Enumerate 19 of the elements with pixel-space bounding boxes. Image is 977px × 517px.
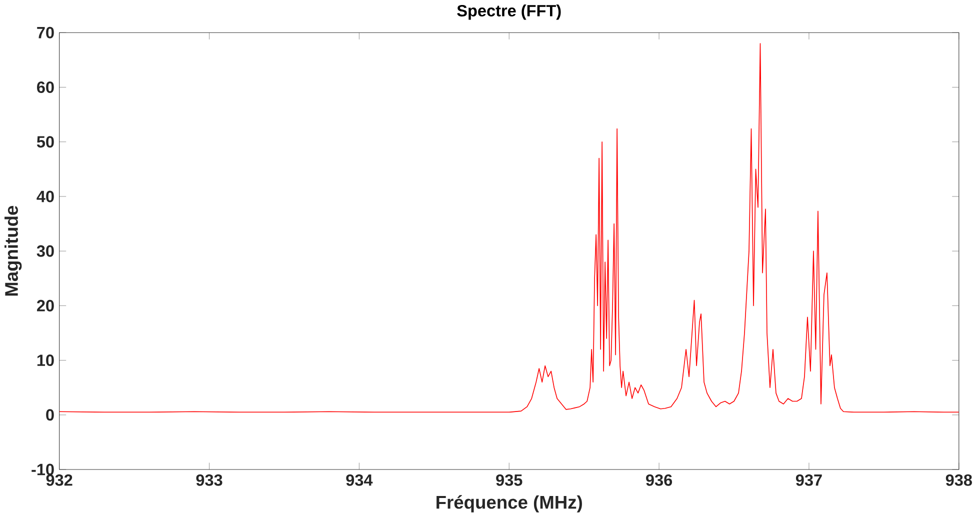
y-tick-label: 40 — [36, 190, 54, 202]
y-tick-label: 10 — [37, 354, 54, 366]
y-tick-label: 30 — [36, 245, 54, 257]
y-tick-label: 50 — [36, 136, 54, 148]
x-tick-label: 935 — [496, 474, 522, 486]
y-tick-label: 70 — [37, 26, 54, 38]
chart-title: Spectre (FFT) — [457, 4, 561, 20]
x-tick-label: 936 — [646, 474, 672, 486]
x-axis-title: Fréquence (MHz) — [436, 495, 582, 512]
x-tick-label: 937 — [796, 474, 822, 486]
x-tick-label: 934 — [346, 474, 373, 486]
x-tick-label: 938 — [946, 474, 972, 486]
y-tick-label: 0 — [46, 409, 54, 421]
x-tick-label: 933 — [196, 474, 222, 486]
y-tick-label: 60 — [37, 82, 54, 94]
y-tick-label: 20 — [36, 300, 54, 312]
y-tick-label: -10 — [32, 464, 54, 476]
y-axis-title: Magnitude — [4, 206, 22, 296]
x-tick-label: 932 — [46, 474, 72, 486]
